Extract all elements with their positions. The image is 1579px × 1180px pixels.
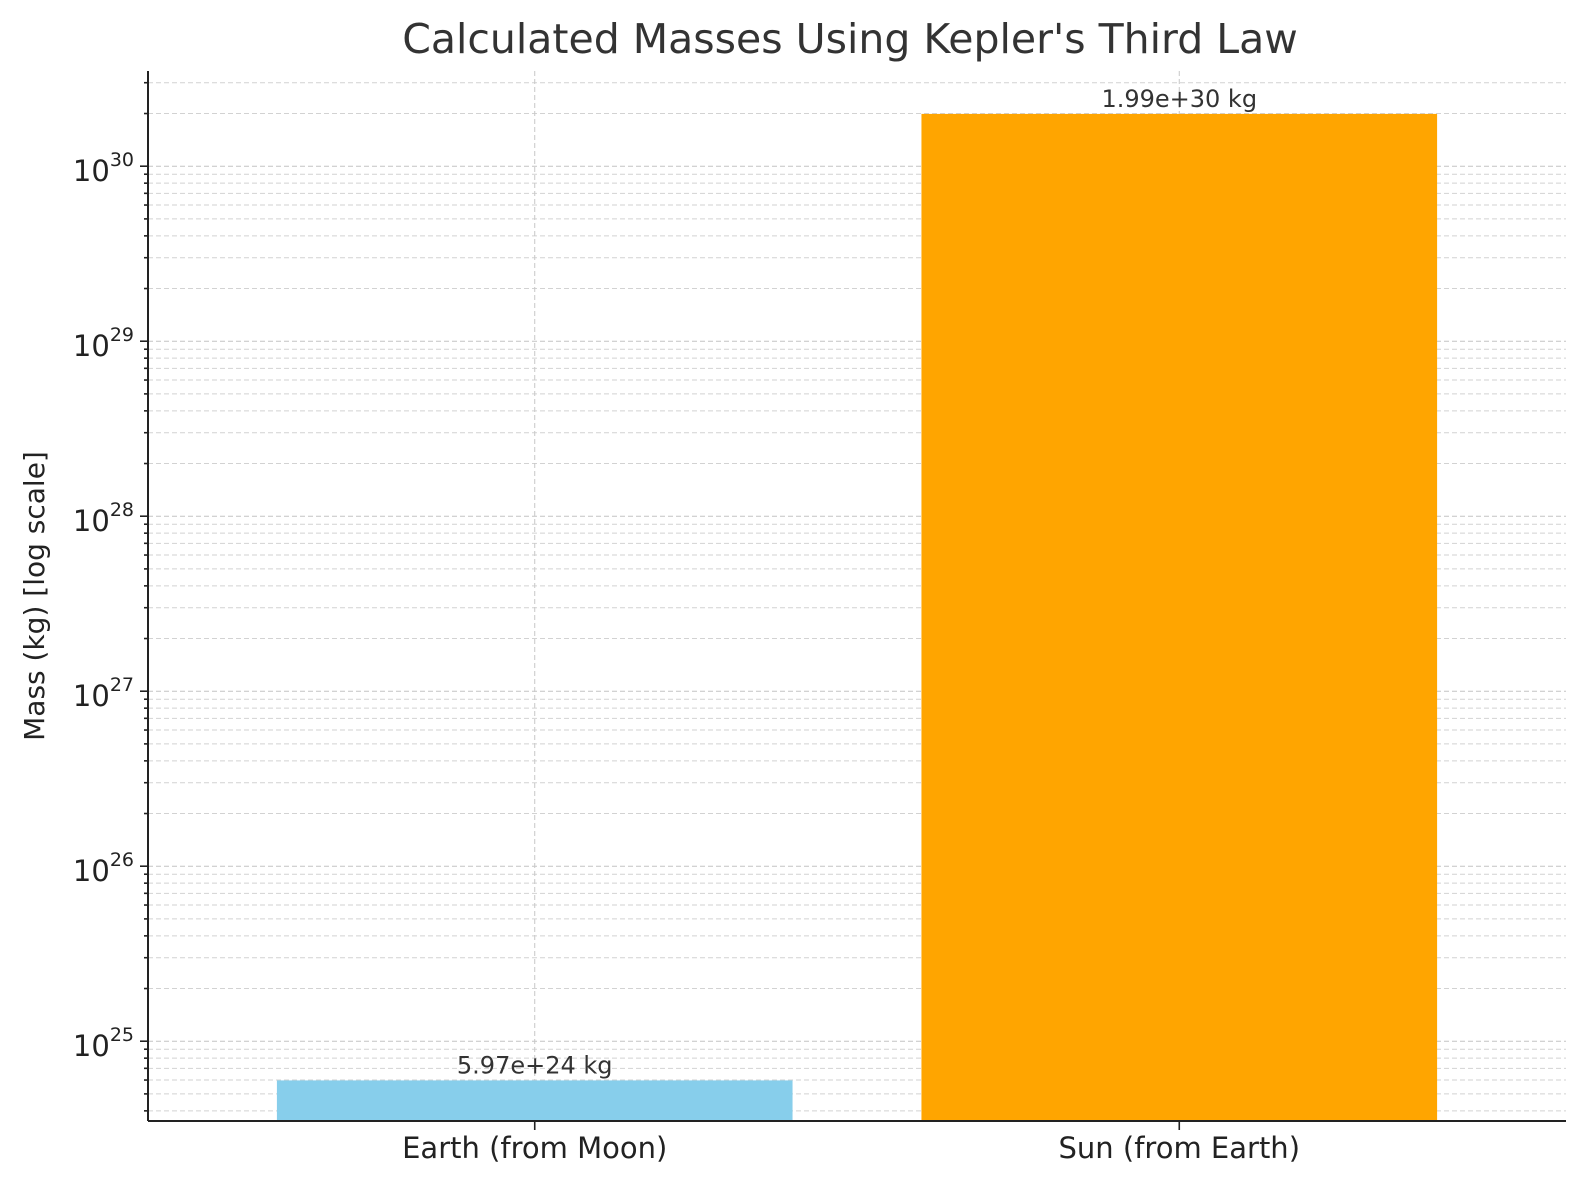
y-axis-ticks: 1025 1026 1027 1028 1029 1030 (73, 81, 148, 1112)
grid-lines (148, 71, 1566, 1121)
data-labels: 5.97e+24 kg 1.99e+30 kg (457, 85, 1257, 1080)
x-tick-label: Earth (from Moon) (402, 1131, 667, 1165)
bar-earth (276, 1080, 793, 1121)
y-axis-label: Mass (kg) [log scale] (18, 451, 51, 741)
bar-value-label: 5.97e+24 kg (457, 1051, 613, 1079)
x-tick-label: Sun (from Earth) (1059, 1131, 1301, 1165)
y-tick-label: 1026 (73, 849, 134, 888)
x-axis-ticks: Earth (from Moon) Sun (from Earth) (402, 1121, 1300, 1165)
y-tick-label: 1029 (73, 324, 134, 363)
chart-title: Calculated Masses Using Kepler's Third L… (402, 15, 1298, 63)
bar-sun (921, 113, 1438, 1122)
bar-value-label: 1.99e+30 kg (1101, 85, 1257, 113)
y-tick-label: 1030 (73, 149, 134, 188)
bars (276, 113, 1438, 1122)
y-tick-label: 1027 (73, 674, 134, 713)
y-tick-label: 1028 (73, 499, 134, 538)
y-tick-label: 1025 (73, 1024, 134, 1063)
